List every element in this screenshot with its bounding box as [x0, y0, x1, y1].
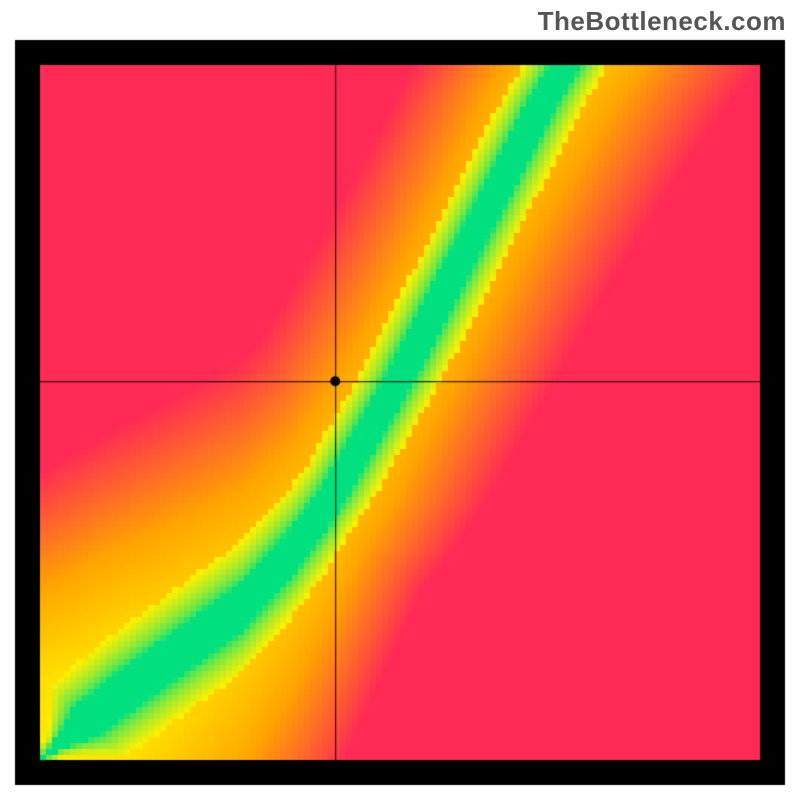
watermark-text: TheBottleneck.com	[538, 6, 786, 37]
chart-container: TheBottleneck.com	[0, 0, 800, 800]
bottleneck-heatmap	[0, 0, 800, 800]
